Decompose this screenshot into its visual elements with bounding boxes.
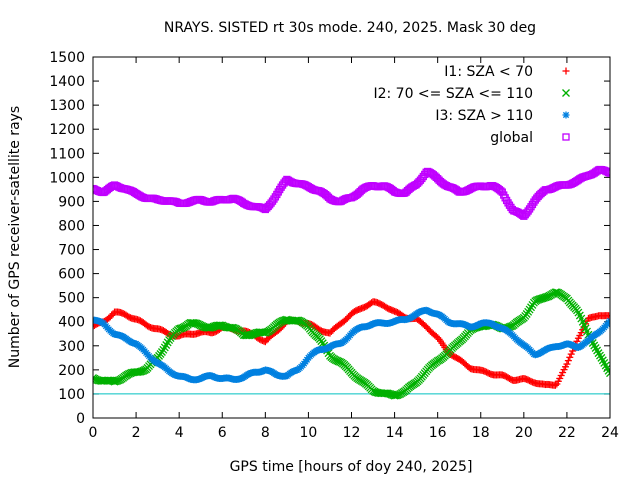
x-axis-label: GPS time [hours of doy 240, 2025] xyxy=(230,459,473,475)
y-tick-label: 600 xyxy=(58,267,85,283)
y-tick-label: 100 xyxy=(58,387,85,403)
data-point xyxy=(551,288,560,297)
y-tick-label: 1000 xyxy=(49,170,85,186)
x-tick-label: 8 xyxy=(261,425,270,441)
legend-marker xyxy=(562,111,570,119)
x-tick-label: 16 xyxy=(429,425,447,441)
data-point xyxy=(604,366,610,375)
data-point xyxy=(216,321,225,330)
y-tick-label: 400 xyxy=(58,315,85,331)
legend: I1: SZA < 70 I2: 70 <= SZA <= 110 I3: SZA … xyxy=(373,64,570,146)
data-point xyxy=(606,369,610,378)
legend-marker xyxy=(562,133,570,141)
x-tick-label: 2 xyxy=(132,425,141,441)
chart-title: NRAYS. SISTED rt 30s mode. 240, 2025. Ma… xyxy=(164,20,536,36)
x-tick-label: 14 xyxy=(386,425,404,441)
x-tick-label: 24 xyxy=(601,425,619,441)
y-tick-label: 200 xyxy=(58,363,85,379)
data-point xyxy=(537,294,546,303)
y-axis-label: Number of GPS receiver-satellite rays xyxy=(7,106,23,368)
y-tick-label: 500 xyxy=(58,291,85,307)
series-i3-sza-110 xyxy=(93,306,610,384)
data-point xyxy=(564,357,572,365)
data-point xyxy=(567,350,575,358)
series-layer xyxy=(93,165,610,400)
data-point xyxy=(606,312,610,320)
x-tick-label: 6 xyxy=(218,425,227,441)
x-tick-label: 18 xyxy=(472,425,490,441)
y-tick-label: 1500 xyxy=(49,50,85,66)
series-global xyxy=(93,165,610,220)
data-point xyxy=(563,360,571,368)
legend-marker xyxy=(562,67,570,75)
legend-label: I1: SZA < 70 xyxy=(444,64,533,80)
data-point xyxy=(573,337,581,345)
data-point xyxy=(606,317,610,325)
y-tick-label: 1400 xyxy=(49,74,85,90)
data-point xyxy=(604,168,610,177)
x-tick-label: 0 xyxy=(89,425,98,441)
data-point xyxy=(606,169,610,177)
tick-labels: 0 2 4 6 8 10 12 14 16 18 20 22 240100200300400500600… xyxy=(49,50,619,441)
x-tick-label: 20 xyxy=(515,425,533,441)
y-tick-label: 300 xyxy=(58,339,85,355)
plot-frame xyxy=(92,56,611,419)
y-tick-label: 800 xyxy=(58,218,85,234)
x-tick-label: 12 xyxy=(343,425,361,441)
y-tick-label: 1300 xyxy=(49,98,85,114)
legend-marker xyxy=(562,89,570,97)
legend-label: global xyxy=(490,130,533,146)
legend-label: I3: SZA > 110 xyxy=(435,108,533,124)
x-tick-label: 4 xyxy=(175,425,184,441)
y-tick-label: 1200 xyxy=(49,122,85,138)
data-point xyxy=(566,353,574,361)
y-tick-label: 900 xyxy=(58,194,85,210)
x-tick-label: 10 xyxy=(300,425,318,441)
y-tick-label: 0 xyxy=(76,411,85,427)
data-point xyxy=(110,377,119,386)
x-tick-label: 22 xyxy=(558,425,576,441)
legend-label: I2: 70 <= SZA <= 110 xyxy=(373,86,533,102)
data-point xyxy=(245,331,254,340)
y-tick-label: 700 xyxy=(58,243,85,259)
data-point xyxy=(175,324,184,333)
data-point xyxy=(551,381,559,389)
y-tick-label: 1100 xyxy=(49,146,85,162)
data-point xyxy=(228,323,237,332)
